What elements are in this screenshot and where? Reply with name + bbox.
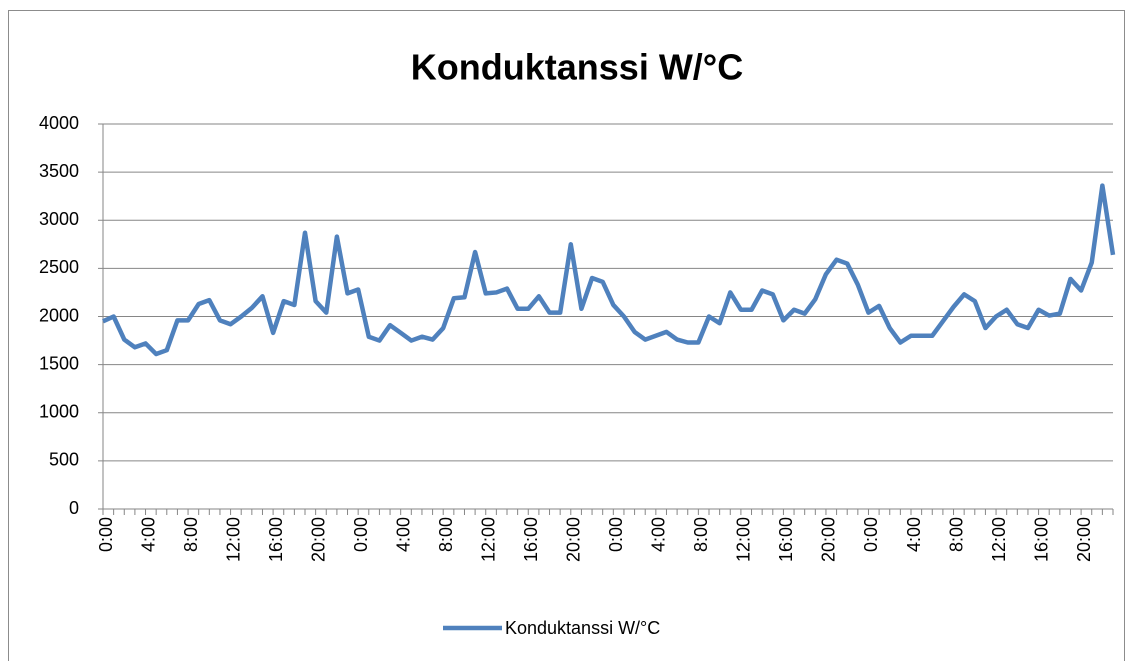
x-tick-label: 0:00: [351, 517, 371, 552]
x-tick-label: 8:00: [946, 517, 966, 552]
x-tick-label: 20:00: [308, 517, 328, 562]
x-tick-label: 16:00: [1031, 517, 1051, 562]
x-tick-label: 0:00: [96, 517, 116, 552]
y-tick-label: 3000: [39, 209, 79, 229]
chart-frame: [8, 10, 1125, 666]
x-tick-label: 8:00: [436, 517, 456, 552]
x-tick-label: 16:00: [266, 517, 286, 562]
legend-label: Konduktanssi W/°C: [505, 618, 660, 638]
y-tick-label: 2500: [39, 257, 79, 277]
x-tick-label: 12:00: [478, 517, 498, 562]
x-tick-label: 16:00: [776, 517, 796, 562]
x-tick-label: 4:00: [393, 517, 413, 552]
x-tick-label: 12:00: [989, 517, 1009, 562]
x-tick-label: 20:00: [564, 517, 584, 562]
y-tick-label: 4000: [39, 113, 79, 133]
y-tick-label: 0: [69, 498, 79, 518]
x-tick-label: 0:00: [861, 517, 881, 552]
series-line: [102, 183, 1116, 357]
x-tick-label: 8:00: [181, 517, 201, 552]
y-tick-label: 3500: [39, 161, 79, 181]
y-tick-label: 1000: [39, 402, 79, 422]
x-tick-label: 20:00: [1074, 517, 1094, 562]
y-tick-label: 500: [49, 450, 79, 470]
x-tick-label: 4:00: [649, 517, 669, 552]
x-tick-label: 4:00: [138, 517, 158, 552]
x-tick-label: 12:00: [223, 517, 243, 562]
chart-title: Konduktanssi W/°C: [411, 47, 743, 88]
x-tick-label: 4:00: [904, 517, 924, 552]
y-tick-label: 1500: [39, 353, 79, 373]
x-tick-label: 12:00: [734, 517, 754, 562]
x-tick-label: 8:00: [691, 517, 711, 552]
x-tick-label: 0:00: [606, 517, 626, 552]
y-tick-label: 2000: [39, 305, 79, 325]
x-tick-label: 16:00: [521, 517, 541, 562]
x-tick-label: 20:00: [819, 517, 839, 562]
